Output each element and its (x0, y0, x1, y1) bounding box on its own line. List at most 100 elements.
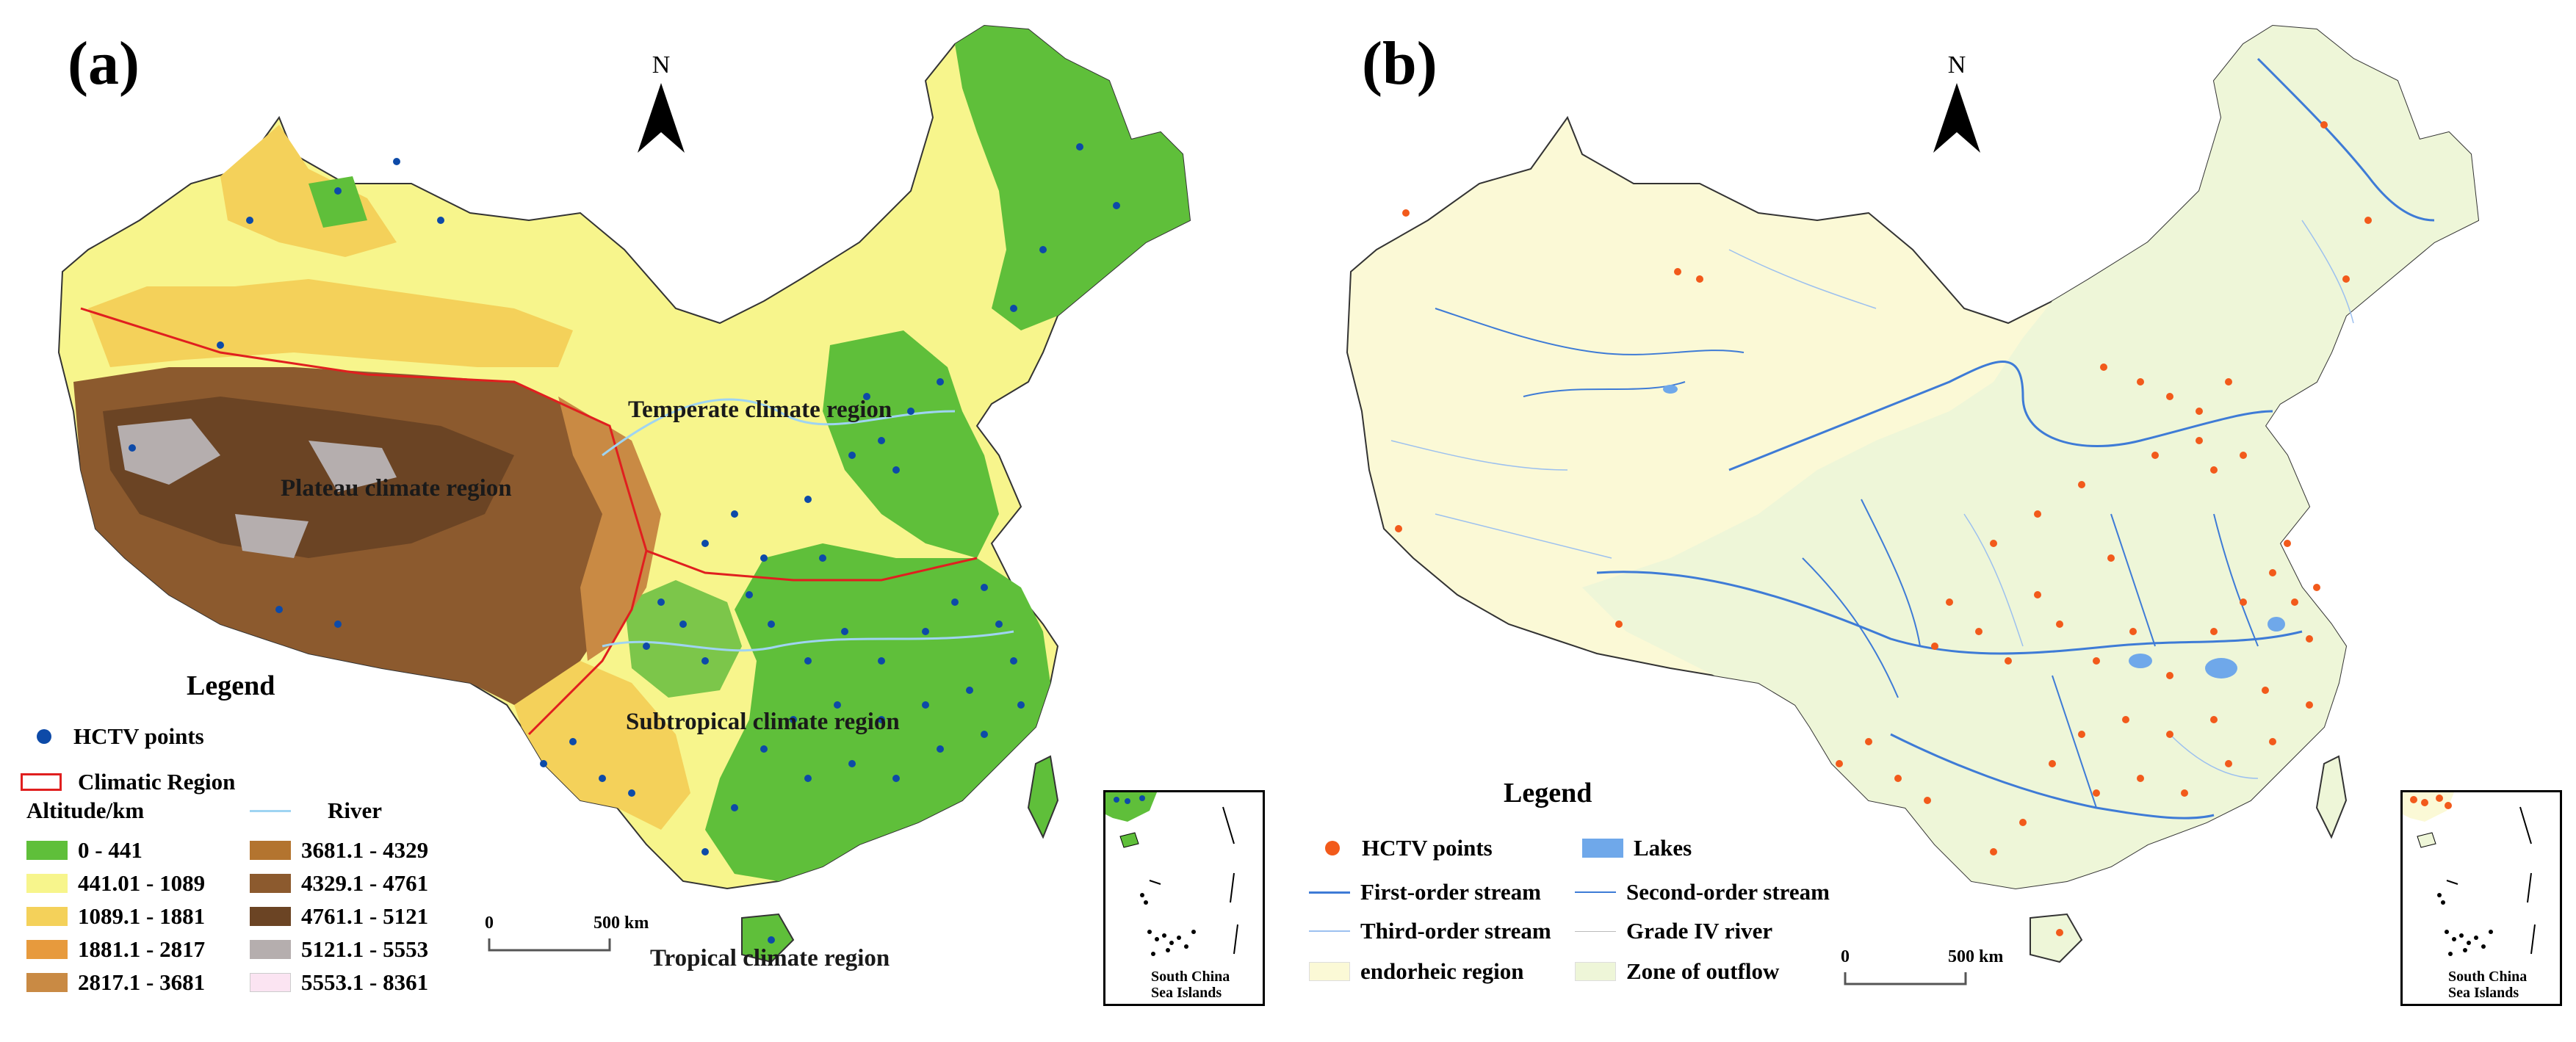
streams-b (1390, 57, 2435, 820)
hctv-point (1975, 628, 1982, 635)
third-order-stream (2301, 220, 2354, 324)
legend-class-3: 1881.1 - 2817 (26, 936, 205, 963)
hctv-point (2225, 378, 2232, 386)
hctv-point (937, 378, 944, 386)
hctv-point (2181, 789, 2188, 797)
hctv-point (540, 760, 547, 767)
hctv-point (2166, 672, 2173, 679)
hctv-point (2320, 121, 2328, 129)
hctv-point (2137, 378, 2144, 386)
taiwan-a (1027, 755, 1059, 839)
climatic-region-swatch (21, 773, 62, 791)
first-order-stream (2256, 57, 2435, 222)
hctv-point (2056, 621, 2063, 628)
hctv-point (981, 584, 988, 591)
hctv-point (907, 408, 914, 415)
hctv-point (2093, 657, 2100, 665)
legend-hctv-label-a: HCTV points (73, 723, 204, 749)
hctv-point (1931, 643, 1938, 650)
hctv-point (2364, 217, 2372, 224)
legend-grade-iv: Grade IV river (1575, 918, 1772, 944)
hctv-point (701, 657, 709, 665)
lake (2129, 654, 2152, 668)
hctv-points-b (1395, 121, 2372, 936)
hctv-point (2078, 731, 2085, 738)
hctv-point (2240, 598, 2247, 606)
inset-label-b: South China Sea Islands (2448, 969, 2527, 1001)
panel-a-label: (a) (68, 29, 140, 98)
hctv-point (937, 745, 944, 753)
first-order-swatch (1309, 891, 1350, 894)
inset-label-a: South China Sea Islands (1151, 969, 1230, 1001)
hctv-point (863, 393, 870, 400)
hctv-point (922, 628, 929, 635)
panel-a-altitude-map: (a) N (21, 24, 1265, 1006)
hctv-point (2166, 731, 2173, 738)
hctv-point (701, 848, 709, 855)
altitude-class-label: 5121.1 - 5553 (301, 936, 429, 962)
river-yellow-a (602, 398, 956, 457)
hctv-point (2269, 569, 2276, 576)
hctv-point (2078, 481, 2085, 488)
hctv-point (2269, 738, 2276, 745)
hctv-point (768, 936, 775, 944)
scale-bar-b (1844, 972, 1967, 985)
legend-hctv-label-b: HCTV points (1362, 835, 1493, 861)
hctv-point (1017, 701, 1025, 709)
second-order-stream (2110, 513, 2156, 647)
hctv-point (246, 217, 253, 224)
legend-class-9: 5553.1 - 8361 (250, 969, 428, 996)
hctv-point (922, 701, 929, 709)
legend-second-order: Second-order stream (1575, 879, 1830, 905)
altitude-swatch (26, 874, 68, 893)
hctv-dot-icon (1325, 841, 1340, 855)
hctv-point (878, 437, 885, 444)
legend-class-0: 0 - 441 (26, 837, 142, 864)
hctv-point (2056, 929, 2063, 936)
legend-endorheic: endorheic region (1309, 958, 1523, 985)
second-order-stream (2052, 675, 2097, 808)
legend-climatic-region: Climatic Region (21, 769, 235, 795)
hctv-point (1990, 848, 1997, 855)
inset-map-a (1105, 792, 1238, 956)
hctv-point (2107, 554, 2115, 562)
altitude-class-label: 0 - 441 (78, 837, 142, 863)
hctv-point (804, 657, 812, 665)
hctv-point (275, 606, 283, 613)
south-china-sea-inset-a: South China Sea Islands (1103, 790, 1265, 1006)
scale-zero-a: 0 (485, 913, 494, 933)
hctv-point (2306, 635, 2313, 643)
hctv-point (437, 217, 444, 224)
hctv-point (2166, 393, 2173, 400)
hctv-point (841, 628, 848, 635)
legend-title-b: Legend (1504, 778, 1592, 808)
hctv-point (393, 158, 400, 165)
hctv-point (217, 341, 224, 349)
hctv-point (2210, 466, 2218, 474)
altitude-swatch (26, 940, 68, 959)
north-letter-b: N (1947, 51, 1966, 79)
hctv-point (819, 554, 826, 562)
hctv-point (599, 775, 606, 782)
second-order-stream (1435, 308, 1745, 355)
legend-hctv-a: HCTV points (26, 723, 204, 750)
climatic-boundary-a (80, 307, 978, 582)
second-order-stream (1861, 499, 1921, 647)
inset-label-line1-b: South China (2448, 969, 2528, 985)
hainan-a (741, 913, 795, 963)
third-order-swatch (1309, 930, 1350, 932)
hctv-point (1696, 275, 1703, 283)
altitude-class-label: 441.01 - 1089 (78, 870, 206, 896)
altitude-swatch (250, 940, 291, 959)
lakes-b (1663, 385, 2285, 679)
hctv-point (1674, 268, 1681, 275)
north-letter-a: N (652, 51, 671, 79)
altitude-class-label: 5553.1 - 8361 (301, 969, 429, 995)
legend-first-order-label: First-order stream (1360, 879, 1541, 905)
hctv-point (2210, 628, 2218, 635)
hctv-point (129, 444, 136, 452)
third-order-stream (1963, 513, 2024, 647)
first-order-stream (1890, 733, 2215, 820)
hctv-point (2313, 584, 2320, 591)
inset-label-line1-a: South China (1151, 969, 1230, 985)
